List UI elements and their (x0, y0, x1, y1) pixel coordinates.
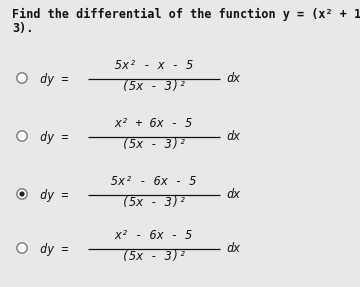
Circle shape (17, 243, 27, 253)
Text: Find the differential of the function y = (x² + 1)/(5x -: Find the differential of the function y … (12, 8, 360, 21)
Text: 3).: 3). (12, 22, 33, 35)
Circle shape (17, 73, 27, 83)
Text: dy =: dy = (40, 243, 68, 255)
Text: dx: dx (226, 189, 240, 201)
Text: (5x - 3)²: (5x - 3)² (122, 80, 186, 93)
Text: dy =: dy = (40, 73, 68, 86)
Text: 5x² - x - 5: 5x² - x - 5 (115, 59, 193, 72)
Text: (5x - 3)²: (5x - 3)² (122, 138, 186, 151)
Text: 5x² - 6x - 5: 5x² - 6x - 5 (111, 175, 197, 188)
Text: dx: dx (226, 73, 240, 86)
Text: dx: dx (226, 131, 240, 144)
Circle shape (17, 131, 27, 141)
Circle shape (17, 189, 27, 199)
Text: x² - 6x - 5: x² - 6x - 5 (115, 229, 193, 242)
Text: (5x - 3)²: (5x - 3)² (122, 196, 186, 209)
Text: (5x - 3)²: (5x - 3)² (122, 250, 186, 263)
Text: x² + 6x - 5: x² + 6x - 5 (115, 117, 193, 130)
Circle shape (19, 191, 24, 197)
Text: dy =: dy = (40, 189, 68, 201)
Text: dx: dx (226, 243, 240, 255)
Text: dy =: dy = (40, 131, 68, 144)
